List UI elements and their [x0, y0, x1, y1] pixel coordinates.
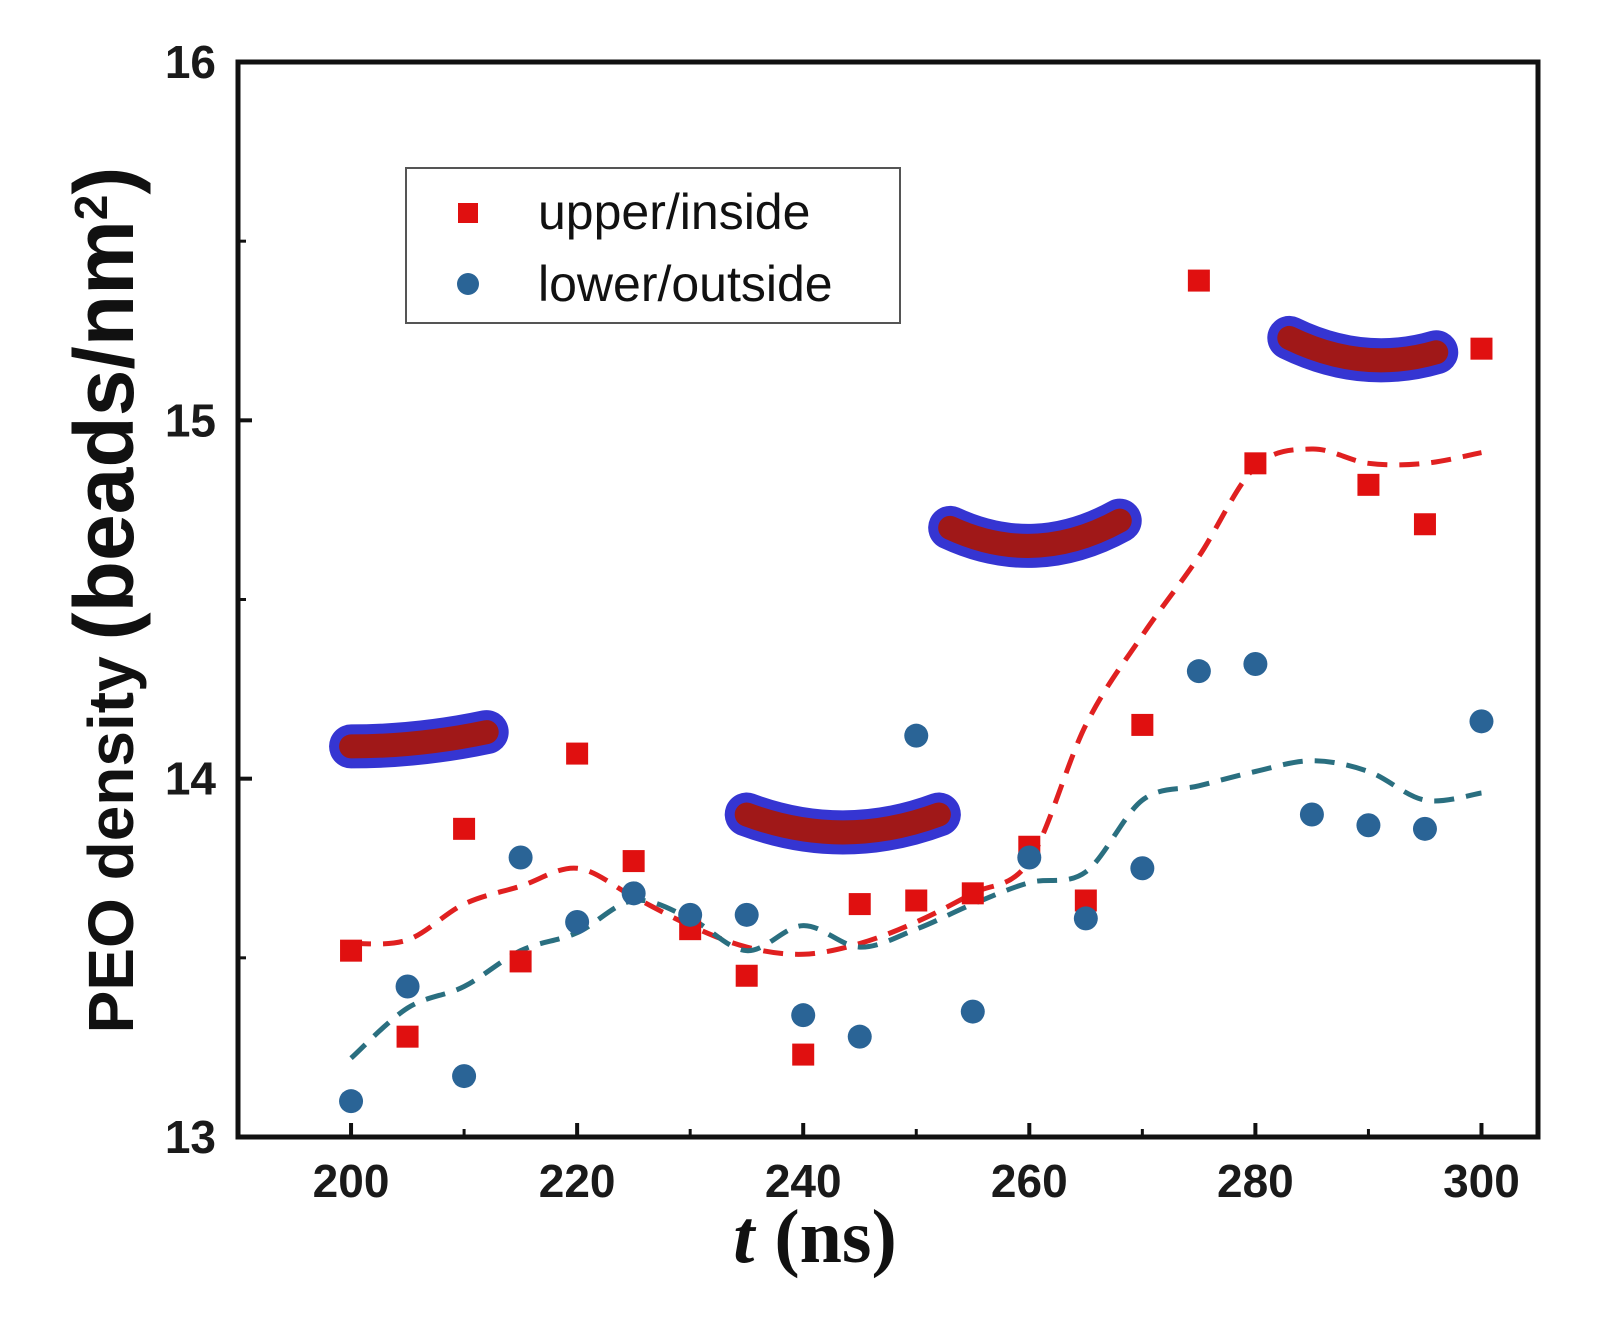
x-tick-label: 280	[1217, 1155, 1294, 1207]
trend-line	[349, 758, 1482, 1061]
trend-lines	[349, 446, 1482, 1061]
legend-marker-upper-inside	[458, 203, 478, 223]
data-point-lower-outside	[621, 881, 646, 906]
highlight-arcs	[329, 315, 1459, 855]
x-tick-label: 240	[765, 1155, 842, 1207]
data-point-upper-inside	[848, 893, 871, 916]
data-point-lower-outside	[1412, 816, 1437, 841]
highlight-arc-core	[734, 802, 951, 845]
y-axis-title-sup: 2	[65, 195, 117, 221]
data-point-upper-inside	[453, 817, 476, 840]
x-axis-title-unit: (ns)	[774, 1195, 896, 1279]
trend-line	[350, 446, 1482, 957]
x-tick-label: 220	[539, 1155, 616, 1207]
y-axis-title-text: PEO density	[75, 656, 147, 1033]
data-point-lower-outside	[395, 974, 420, 999]
highlight-arc-core	[1277, 325, 1449, 373]
legend-label-upper-inside: upper/inside	[538, 184, 810, 240]
y-tick-label: 15	[165, 394, 216, 446]
x-tick-label: 260	[991, 1155, 1068, 1207]
data-point-lower-outside	[904, 723, 929, 748]
x-axis-title-var: t	[733, 1195, 757, 1279]
x-axis-title: t (ns)	[733, 1195, 897, 1279]
data-point-lower-outside	[452, 1064, 477, 1089]
data-point-lower-outside	[508, 845, 533, 870]
data-point-upper-inside	[1187, 269, 1210, 292]
y-axis-title-unit: (beads/nm	[57, 220, 151, 640]
data-point-lower-outside	[1356, 813, 1381, 838]
data-point-lower-outside	[1017, 845, 1042, 870]
x-tick-label: 300	[1443, 1155, 1520, 1207]
x-tick-label: 200	[313, 1155, 390, 1207]
data-point-lower-outside	[1469, 709, 1494, 734]
legend-marker-lower-outside	[457, 273, 479, 295]
data-point-upper-inside	[566, 742, 589, 765]
data-point-lower-outside	[1186, 659, 1211, 684]
data-point-lower-outside	[678, 902, 703, 927]
data-point-upper-inside	[1074, 889, 1097, 912]
y-tick-label: 16	[165, 36, 216, 88]
data-point-upper-inside	[1357, 473, 1380, 496]
data-point-lower-outside	[791, 1003, 816, 1028]
legend-box	[405, 167, 901, 324]
highlight-arc-core	[339, 720, 499, 759]
data-point-lower-outside	[1299, 802, 1324, 827]
highlight-arc-core	[938, 508, 1132, 558]
legend-label-lower-outside: lower/outside	[538, 256, 833, 312]
data-point-upper-inside	[1131, 713, 1154, 736]
data-point-lower-outside	[339, 1089, 364, 1114]
data-point-upper-inside	[905, 889, 928, 912]
data-point-upper-inside	[961, 882, 984, 905]
data-point-upper-inside	[1413, 513, 1436, 536]
data-point-lower-outside	[1243, 652, 1268, 676]
data-point-lower-outside	[1130, 856, 1155, 881]
data-point-upper-inside	[1244, 452, 1267, 475]
y-axis-ticks: 13 14 15 16	[165, 36, 252, 1163]
data-point-upper-inside	[509, 950, 532, 973]
x-axis-ticks: 200 220 240 260 280 300	[313, 1123, 1520, 1207]
y-axis-title-close: )	[57, 167, 151, 195]
data-point-upper-inside	[622, 850, 645, 873]
data-point-upper-inside	[340, 939, 363, 962]
y-tick-label: 14	[165, 753, 217, 805]
data-point-upper-inside	[792, 1043, 815, 1066]
data-point-lower-outside	[1073, 906, 1098, 931]
data-point-lower-outside	[734, 902, 759, 927]
data-point-lower-outside	[565, 910, 590, 934]
data-point-lower-outside	[960, 999, 985, 1024]
data-point-upper-inside	[735, 964, 758, 987]
data-point-upper-inside	[396, 1025, 419, 1048]
data-points	[339, 269, 1494, 1114]
data-point-upper-inside	[1470, 337, 1493, 360]
legend: upper/inside lower/outside	[405, 167, 901, 324]
y-axis-title: PEO density (beads/nm2)	[57, 167, 151, 1034]
y-tick-label: 13	[165, 1111, 216, 1163]
data-point-lower-outside	[847, 1024, 872, 1049]
